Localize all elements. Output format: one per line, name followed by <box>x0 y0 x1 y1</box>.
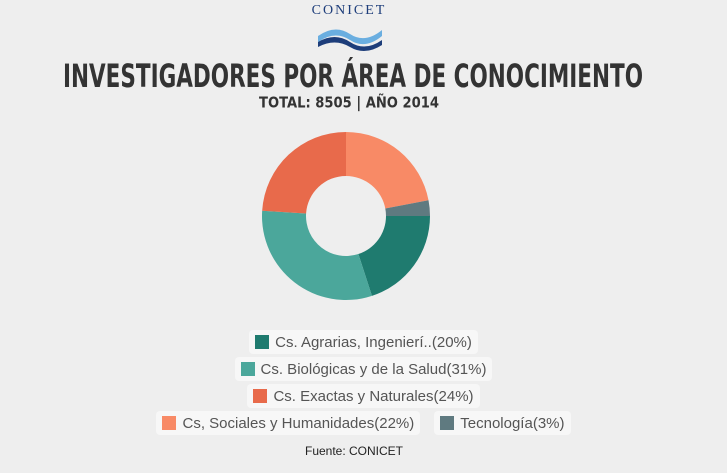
legend-value: (20%) <box>431 333 472 351</box>
donut-slice <box>261 210 372 300</box>
legend-label: Cs. Biológicas y de la Salud <box>260 360 447 378</box>
legend-item: Cs. Biológicas y de la Salud (31%) <box>234 357 493 381</box>
source: Fuente: CONICET <box>305 444 404 458</box>
logo-text: CONICET <box>312 3 387 18</box>
logo-wave <box>318 37 382 52</box>
donut-slice <box>346 132 429 209</box>
legend-item: Cs. Exactas y Naturales (24%) <box>247 384 480 408</box>
legend-swatch <box>240 362 255 376</box>
legend-swatch <box>440 416 455 430</box>
legend-value: (3%) <box>532 414 565 432</box>
legend-row: Cs. Exactas y Naturales (24%) <box>0 384 727 408</box>
legend-swatch <box>255 335 270 349</box>
legend-item: Cs. Agrarias, Ingenierí.. (20%) <box>249 330 478 354</box>
legend-value: (31%) <box>446 360 487 378</box>
legend-label: Tecnología <box>460 414 533 432</box>
legend-item: Cs, Sociales y Humanidades (22%) <box>156 411 421 435</box>
donut-slice <box>385 200 430 216</box>
donut-slice <box>262 132 346 214</box>
chart-title: INVESTIGADORES POR ÁREA DE CONOCIMIENTO <box>63 57 643 95</box>
chart-subtitle: TOTAL: 8505 | AÑO 2014 <box>259 93 439 113</box>
legend-value: (24%) <box>433 387 474 405</box>
legend-label: Cs. Exactas y Naturales <box>273 387 434 405</box>
legend-label: Cs. Agrarias, Ingenierí.. <box>275 333 432 351</box>
legend-value: (22%) <box>374 414 415 432</box>
legend-row: Cs. Agrarias, Ingenierí.. (20%) <box>0 330 727 354</box>
legend-swatch <box>162 416 177 430</box>
legend: Cs. Agrarias, Ingenierí.. (20%) Cs. Bioló… <box>0 330 727 438</box>
legend-row: Cs. Biológicas y de la Salud (31%) <box>0 357 727 381</box>
legend-item: Tecnología (3%) <box>434 411 571 435</box>
legend-row: Cs, Sociales y Humanidades (22%) Tecnolog… <box>0 411 727 435</box>
logo-wave <box>318 29 382 45</box>
legend-swatch <box>253 389 268 403</box>
donut-slice <box>358 216 430 296</box>
legend-label: Cs, Sociales y Humanidades <box>182 414 375 432</box>
